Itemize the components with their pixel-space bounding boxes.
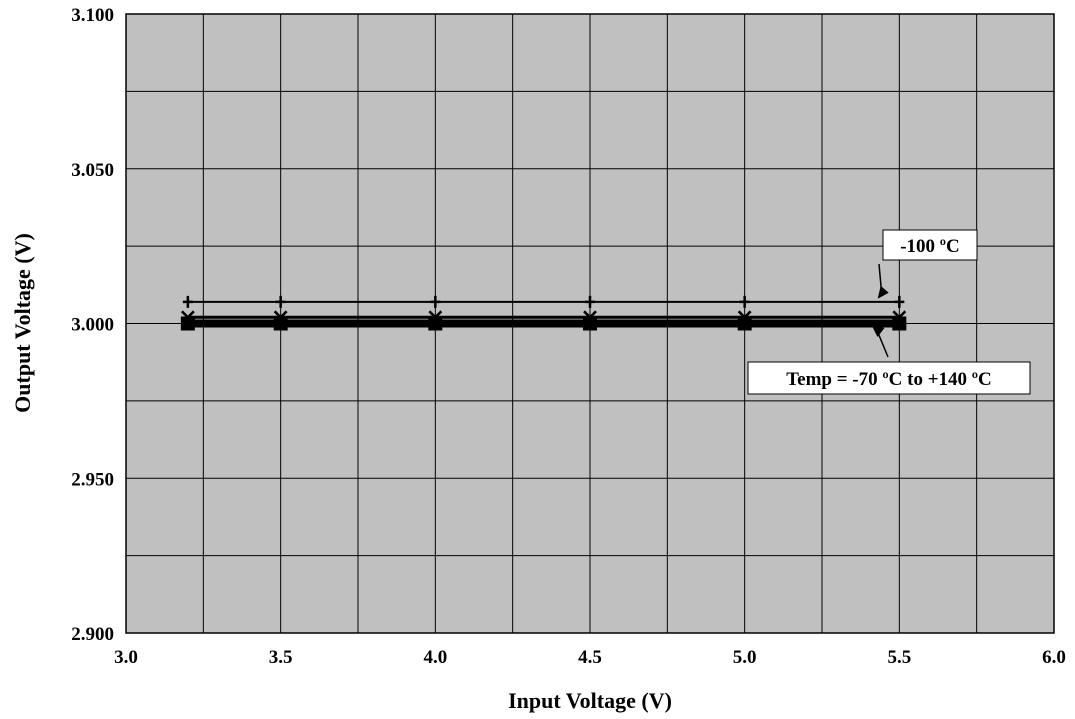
annotation-arrowhead-1 (877, 285, 889, 299)
x-tick-label: 4.5 (578, 647, 602, 668)
annotation-label-1: -100 ºC (900, 236, 960, 257)
square-marker (180, 316, 195, 331)
plot-frame (125, 13, 1055, 634)
annotation-box-2 (747, 361, 1031, 395)
x-tick-label: 4.0 (423, 647, 447, 668)
annotation-box-1 (882, 229, 978, 261)
x-tick-label: 3.5 (269, 647, 293, 668)
plus-marker (739, 295, 750, 308)
annotations: -100 ºC Temp = -70 ºC to +140 ºC (747, 229, 1031, 395)
y-tick-label: 3.050 (71, 160, 114, 181)
x-tick-label: 6.0 (1042, 647, 1066, 668)
ticks: 3.0 3.5 4.0 4.5 5.0 5.5 6.0 2.900 2.950 3.000 3.05… (71, 5, 1066, 668)
annotation-label-2: Temp = -70 ºC to +140 ºC (786, 369, 992, 390)
plus-marker (275, 295, 286, 308)
x-tick-label: 5.0 (733, 647, 757, 668)
plus-marker (430, 295, 441, 308)
plus-marker (182, 295, 193, 308)
x-axis-title: Input Voltage (V) (508, 688, 672, 713)
plus-marker (894, 295, 905, 308)
y-tick-label: 3.000 (71, 315, 114, 336)
square-marker (583, 316, 597, 331)
annotation-arrowhead-2 (871, 325, 885, 338)
series-group (180, 295, 907, 331)
y-axis-title: Output Voltage (V) (10, 233, 35, 413)
x-tick-label: 5.5 (887, 647, 911, 668)
square-marker (737, 316, 752, 331)
square-marker (428, 316, 443, 331)
plus-marker (585, 295, 595, 308)
y-tick-label: 2.950 (71, 469, 114, 490)
square-marker (892, 316, 907, 331)
square-marker (273, 316, 288, 331)
x-tick-label: 3.0 (114, 647, 138, 668)
y-tick-label: 3.100 (71, 5, 114, 26)
y-tick-label: 2.900 (71, 624, 114, 645)
